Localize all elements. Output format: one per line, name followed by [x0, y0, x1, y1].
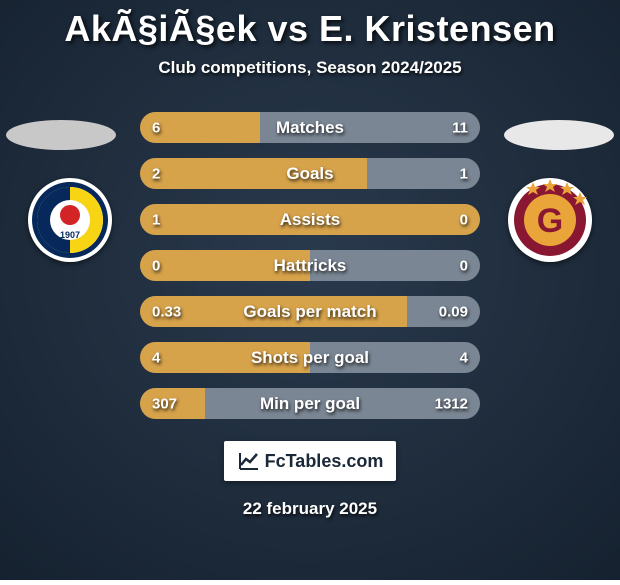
- chart-icon: [237, 449, 261, 473]
- stat-value-right: 1312: [435, 395, 468, 412]
- stat-label: Goals: [286, 164, 333, 184]
- stat-row: 1 0 Assists: [140, 204, 480, 235]
- stat-value-right: 1: [460, 165, 468, 182]
- stat-row: 307 1312 Min per goal: [140, 388, 480, 419]
- stat-label: Min per goal: [260, 394, 360, 414]
- stat-value-left: 4: [152, 349, 160, 366]
- page-title: AkÃ§iÃ§ek vs E. Kristensen: [64, 8, 555, 50]
- footer-date: 22 february 2025: [243, 499, 377, 519]
- footer-brand-text: FcTables.com: [265, 451, 384, 472]
- stat-label: Hattricks: [274, 256, 347, 276]
- stat-value-right: 11: [452, 119, 468, 136]
- player-left-silhouette: [6, 120, 116, 150]
- stat-value-right: 0.09: [439, 303, 468, 320]
- stat-value-right: 4: [460, 349, 468, 366]
- stat-row: 0.33 0.09 Goals per match: [140, 296, 480, 327]
- content-root: AkÃ§iÃ§ek vs E. Kristensen Club competit…: [0, 0, 620, 580]
- stat-value-left: 1: [152, 211, 160, 228]
- stats-container: 6 11 Matches 2 1 Goals 1 0 Assists 0 0 Hattricks 0.3…: [140, 112, 480, 419]
- stat-value-left: 6: [152, 119, 160, 136]
- stat-row: 0 0 Hattricks: [140, 250, 480, 281]
- stat-value-right: 0: [460, 211, 468, 228]
- stat-value-left: 307: [152, 395, 177, 412]
- stat-row: 4 4 Shots per goal: [140, 342, 480, 373]
- club-left-year: 1907: [60, 230, 80, 240]
- club-logo-right: G: [508, 178, 592, 262]
- stat-value-left: 0: [152, 257, 160, 274]
- footer-brand-badge: FcTables.com: [224, 441, 396, 481]
- stat-label: Matches: [276, 118, 344, 138]
- club-right-letter: G: [537, 202, 563, 240]
- player-right-silhouette: [504, 120, 614, 150]
- stat-label: Goals per match: [243, 302, 376, 322]
- stat-value-right: 0: [460, 257, 468, 274]
- stat-row: 2 1 Goals: [140, 158, 480, 189]
- stat-value-left: 0.33: [152, 303, 181, 320]
- stat-row: 6 11 Matches: [140, 112, 480, 143]
- stat-label: Shots per goal: [251, 348, 369, 368]
- subtitle: Club competitions, Season 2024/2025: [158, 58, 461, 78]
- club-logo-left: 1907: [28, 178, 112, 262]
- stat-value-left: 2: [152, 165, 160, 182]
- stat-label: Assists: [280, 210, 340, 230]
